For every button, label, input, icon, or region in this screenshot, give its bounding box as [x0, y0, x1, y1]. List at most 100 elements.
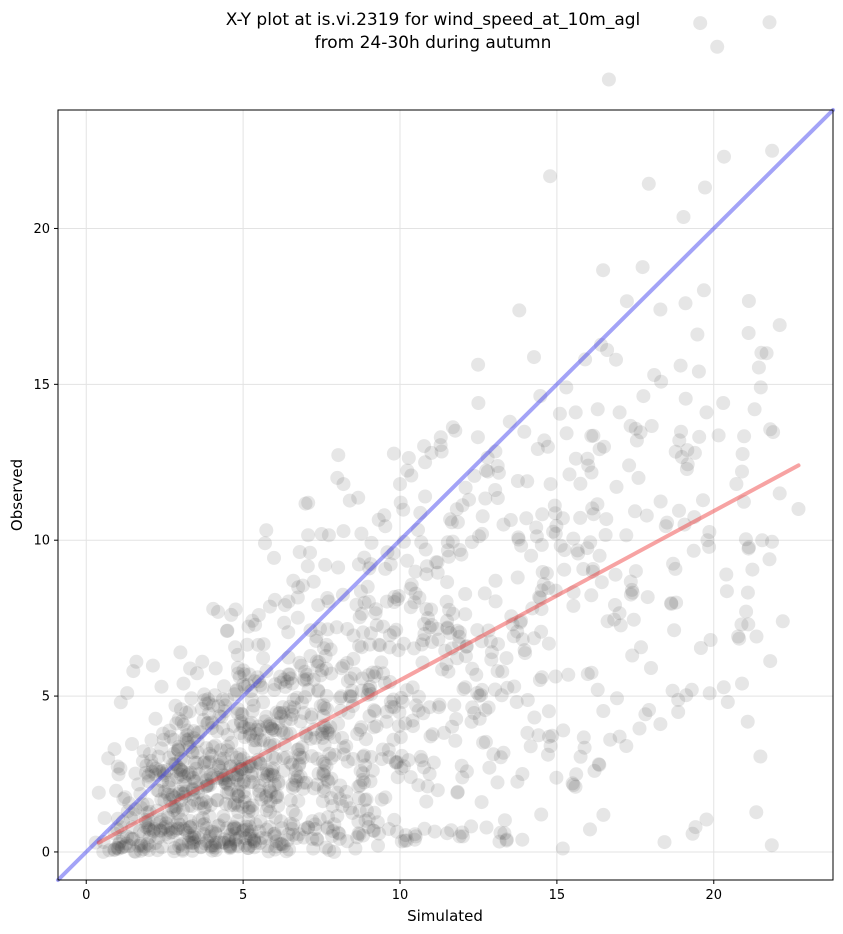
data-point: [609, 479, 624, 494]
data-point: [640, 590, 655, 605]
data-point: [317, 756, 332, 771]
data-point: [245, 804, 260, 819]
data-point: [628, 564, 643, 579]
data-point: [113, 834, 128, 849]
data-point: [259, 769, 274, 784]
data-point: [102, 843, 117, 858]
data-point: [537, 433, 552, 448]
data-point: [513, 615, 528, 630]
data-point: [142, 746, 157, 761]
data-point: [161, 775, 176, 790]
data-point: [397, 833, 412, 848]
data-point: [422, 620, 437, 635]
data-point: [241, 841, 256, 856]
data-point: [355, 671, 370, 686]
data-point: [131, 777, 146, 792]
data-point: [612, 405, 627, 420]
data-point: [147, 822, 162, 837]
data-point: [231, 805, 246, 820]
data-point: [698, 180, 712, 195]
data-point: [285, 780, 300, 795]
data-point: [222, 840, 237, 854]
data-point: [299, 729, 314, 744]
data-point: [450, 515, 465, 530]
data-point: [679, 462, 694, 476]
data-point: [791, 502, 806, 516]
data-point: [259, 523, 274, 538]
data-point: [170, 770, 185, 785]
data-point: [666, 556, 681, 571]
data-point: [115, 840, 130, 855]
data-point: [227, 819, 241, 834]
data-point: [192, 767, 206, 782]
data-point: [738, 532, 753, 547]
data-point: [317, 784, 331, 799]
data-point: [176, 764, 190, 779]
data-point: [403, 770, 418, 785]
data-point: [450, 785, 465, 800]
data-point: [320, 622, 335, 637]
data-point: [608, 598, 622, 612]
data-point: [735, 447, 750, 461]
data-point: [323, 642, 338, 657]
data-point: [514, 538, 529, 553]
data-point: [241, 800, 256, 815]
data-point: [387, 589, 402, 604]
data-point: [174, 702, 188, 717]
data-point: [437, 725, 451, 740]
data-point: [440, 621, 455, 636]
data-point: [317, 764, 332, 779]
data-point: [284, 712, 299, 727]
data-point: [253, 722, 268, 737]
data-point: [149, 817, 164, 831]
data-point: [386, 692, 401, 707]
data-point: [308, 817, 323, 832]
data-point: [374, 792, 389, 807]
data-point: [286, 692, 301, 707]
data-point: [172, 838, 187, 853]
data-point: [354, 683, 369, 698]
data-point: [229, 787, 244, 802]
data-point: [145, 759, 160, 774]
data-point: [658, 519, 673, 534]
data-point: [214, 709, 229, 724]
data-point: [262, 780, 277, 795]
data-point: [182, 704, 197, 719]
data-point: [278, 679, 293, 694]
data-point: [184, 691, 199, 706]
data-point: [599, 512, 614, 527]
data-point: [330, 809, 345, 823]
data-point: [166, 825, 180, 840]
data-point: [418, 489, 433, 504]
data-point: [296, 750, 310, 765]
data-point: [638, 707, 653, 722]
data-point: [266, 761, 281, 776]
data-point: [172, 785, 187, 799]
data-point: [242, 800, 257, 815]
data-point: [334, 689, 349, 704]
data-point: [491, 637, 505, 652]
data-point: [171, 787, 186, 802]
data-point: [549, 518, 564, 533]
data-point: [230, 773, 245, 788]
data-point: [309, 633, 324, 648]
data-point: [96, 844, 111, 859]
data-point: [440, 613, 455, 628]
data-point: [292, 756, 307, 771]
data-point: [285, 757, 300, 772]
data-point: [685, 826, 700, 841]
data-point: [201, 778, 216, 793]
data-point: [292, 758, 307, 773]
data-point: [452, 625, 467, 640]
data-point: [299, 775, 314, 790]
data-point: [520, 693, 535, 707]
data-point: [636, 389, 651, 404]
data-point: [386, 625, 401, 640]
data-point: [480, 450, 495, 465]
data-point: [329, 620, 344, 635]
data-point: [193, 840, 208, 855]
data-point: [194, 796, 209, 811]
data-point: [414, 753, 429, 768]
data-point: [120, 686, 135, 701]
data-point: [298, 690, 312, 705]
